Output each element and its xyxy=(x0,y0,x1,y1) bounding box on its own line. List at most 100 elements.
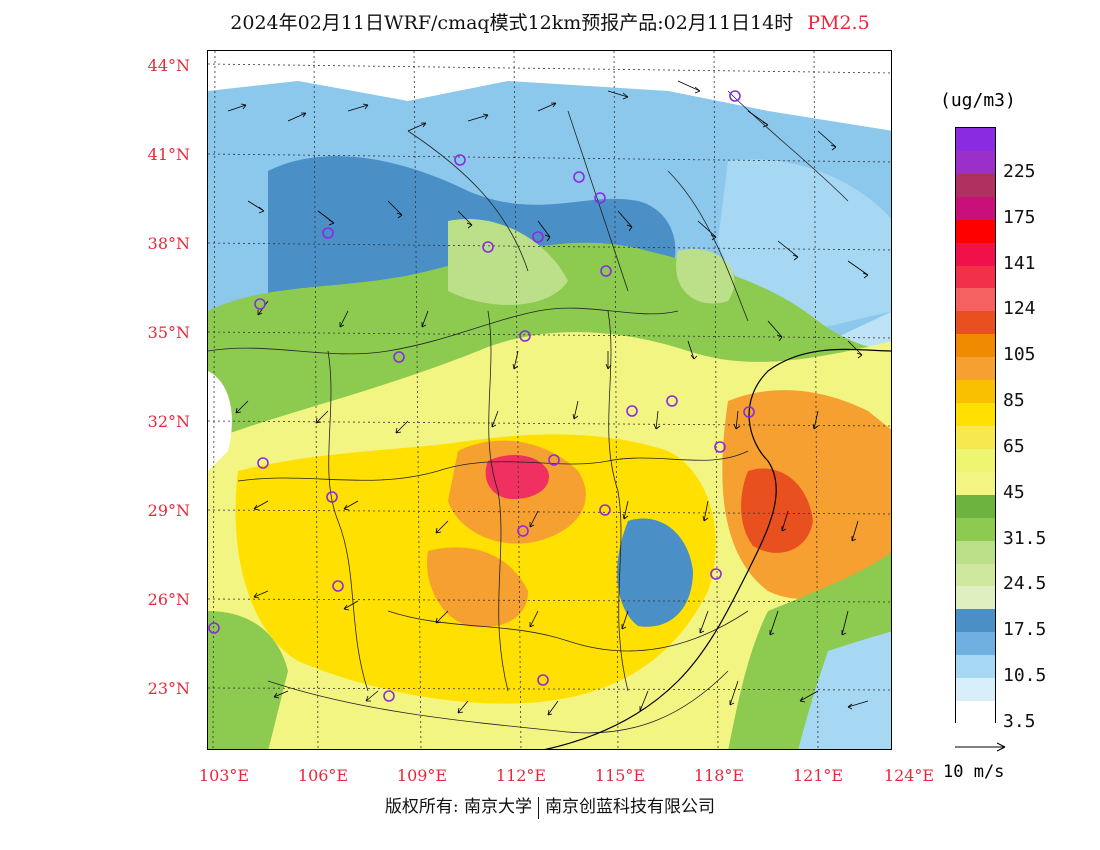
legend-swatch xyxy=(956,448,995,472)
city-marker-hohhot xyxy=(454,154,466,166)
city-marker-guiyang xyxy=(332,580,344,592)
legend-tick-label: 31.5 xyxy=(1003,527,1047,549)
city-marker-hangzhou xyxy=(714,441,726,453)
map-title: 2024年02月11日WRF/cmaq模式12km预报产品:02月11日14时 P… xyxy=(0,8,1100,35)
lat-label-44n: 44°N xyxy=(147,56,190,75)
lon-label-106e: 106°E xyxy=(297,766,349,785)
city-marker-nanning xyxy=(383,690,395,702)
city-marker-tianjin xyxy=(594,192,606,204)
city-marker-xian xyxy=(393,351,405,363)
lat-label-23n: 23°N xyxy=(147,679,190,698)
legend-swatch xyxy=(956,494,995,518)
legend-swatch xyxy=(956,173,995,197)
legend-tick-label: 225 xyxy=(1003,160,1036,182)
lat-label-29n: 29°N xyxy=(147,501,190,520)
company-text: 南京创蓝科技有限公司 xyxy=(545,797,716,817)
footer-separator xyxy=(538,796,540,819)
copyright-footer: 版权所有: 南京大学 南京创蓝科技有限公司 xyxy=(0,792,1100,819)
lon-label-118e: 118°E xyxy=(693,766,745,785)
legend-swatch xyxy=(956,655,995,679)
city-marker-shijiazhuang xyxy=(532,231,544,243)
wind-vector-field xyxy=(227,80,869,716)
green-band-north-china xyxy=(448,219,568,305)
lat-label-38n: 38°N xyxy=(147,234,190,253)
legend-swatch xyxy=(956,334,995,358)
legend-tick-label: 141 xyxy=(1003,252,1036,274)
legend-swatch xyxy=(956,425,995,449)
legend-swatch xyxy=(956,586,995,610)
blue-pocket-southeast xyxy=(617,518,693,627)
lat-label-32n: 32°N xyxy=(147,412,190,431)
legend-swatch xyxy=(956,471,995,495)
latlon-grid xyxy=(208,51,891,749)
city-marker-nanchang xyxy=(599,504,611,516)
color-legend xyxy=(955,127,996,724)
legend-tick-label: 24.5 xyxy=(1003,573,1047,595)
lat-label-35n: 35°N xyxy=(147,323,190,342)
city-marker-shanghai xyxy=(743,406,755,418)
legend-swatch xyxy=(956,196,995,220)
legend-swatch xyxy=(956,242,995,266)
legend-swatch xyxy=(956,540,995,564)
lon-label-121e: 121°E xyxy=(792,766,844,785)
red-hotspot-central xyxy=(485,455,549,499)
legend-swatch xyxy=(956,632,995,656)
pollutant-label: PM2.5 xyxy=(807,12,870,34)
legend-tick-label: 105 xyxy=(1003,344,1036,366)
city-marker-taiyuan xyxy=(482,241,494,253)
legend-swatch xyxy=(956,403,995,426)
legend-tick-label: 85 xyxy=(1003,390,1025,412)
city-marker-changsha xyxy=(517,525,529,537)
lon-label-112e: 112°E xyxy=(495,766,547,785)
red-coast-east xyxy=(741,468,813,553)
legend-tick-label: 10.5 xyxy=(1003,665,1047,687)
legend-tick-label: 3.5 xyxy=(1003,711,1036,732)
green-patch-east xyxy=(676,249,735,304)
legend-unit: (ug/m3) xyxy=(940,90,1016,111)
lat-label-41n: 41°N xyxy=(147,145,190,164)
coastline xyxy=(544,348,891,749)
legend-tick-label: 124 xyxy=(1003,298,1036,320)
city-marker-nanjing xyxy=(666,395,678,407)
legend-tick-label: 175 xyxy=(1003,206,1036,228)
title-main: 2024年02月11日WRF/cmaq模式12km预报产品:02月11日14时 xyxy=(230,12,794,34)
city-marker-harbin xyxy=(729,90,741,102)
copyright-text: 版权所有: 南京大学 xyxy=(384,797,533,817)
legend-swatch xyxy=(956,380,995,404)
lon-label-115e: 115°E xyxy=(594,766,646,785)
city-marker-zhengzhou xyxy=(519,330,531,342)
legend-swatch xyxy=(956,357,995,381)
legend-swatch xyxy=(956,701,995,724)
city-markers xyxy=(208,90,755,702)
clean-air-north xyxy=(208,51,891,131)
city-marker-lanzhou xyxy=(254,298,266,310)
city-marker-kunming xyxy=(208,622,220,634)
wind-reference-arrow xyxy=(955,742,1006,752)
legend-swatch xyxy=(956,128,995,151)
wind-reference-label: 10 m/s xyxy=(943,762,1005,782)
city-marker-chongqing xyxy=(326,491,338,503)
legend-swatch xyxy=(956,219,995,243)
legend-swatch xyxy=(956,609,995,633)
lat-label-26n: 26°N xyxy=(147,590,190,609)
city-marker-chengdu xyxy=(257,457,269,469)
pm25-concentration-map xyxy=(207,50,892,750)
blue-sea-south xyxy=(798,631,891,749)
lon-label-109e: 109°E xyxy=(396,766,448,785)
map-canvas xyxy=(208,51,891,749)
legend-swatch xyxy=(956,150,995,174)
orange-hotspot-south xyxy=(427,547,528,628)
city-marker-hefei xyxy=(626,405,638,417)
legend-swatch xyxy=(956,288,995,312)
province-boundaries xyxy=(208,90,849,734)
city-marker-beijing xyxy=(573,171,585,183)
city-marker-jinan xyxy=(600,265,612,277)
city-marker-wuhan xyxy=(548,454,560,466)
legend-swatch xyxy=(956,311,995,335)
city-marker-fuzhou xyxy=(710,568,722,580)
legend-swatch xyxy=(956,563,995,587)
legend-swatch xyxy=(956,678,995,702)
lon-label-103e: 103°E xyxy=(198,766,250,785)
lon-label-124e: 124°E xyxy=(883,766,935,785)
legend-swatch xyxy=(956,265,995,289)
